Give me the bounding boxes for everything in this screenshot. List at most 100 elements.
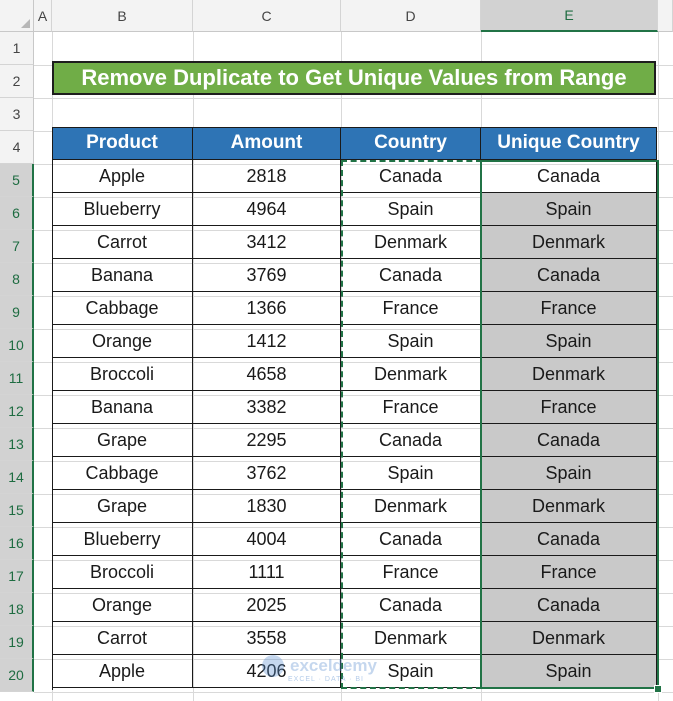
table-cell-product[interactable]: Grape — [52, 490, 193, 523]
row-header-16[interactable]: 16 — [0, 527, 34, 560]
column-header-c[interactable]: C — [193, 0, 341, 32]
table-cell-product[interactable]: Orange — [52, 589, 193, 622]
table-cell-amount[interactable]: 4964 — [193, 193, 341, 226]
row-header-11[interactable]: 11 — [0, 362, 34, 395]
table-cell-amount[interactable]: 2025 — [193, 589, 341, 622]
row-header-1[interactable]: 1 — [0, 32, 34, 65]
table-cell-amount[interactable]: 3412 — [193, 226, 341, 259]
table-cell-product[interactable]: Blueberry — [52, 523, 193, 556]
fill-handle[interactable] — [654, 685, 662, 693]
table-cell-country[interactable]: France — [341, 556, 481, 589]
column-header-f[interactable] — [658, 0, 673, 32]
row-header-20[interactable]: 20 — [0, 659, 34, 692]
table-cell-unique[interactable]: Spain — [481, 655, 657, 688]
table-cell-amount[interactable]: 2295 — [193, 424, 341, 457]
table-header-unique[interactable]: Unique Country — [481, 127, 657, 160]
table-cell-unique[interactable]: Canada — [481, 259, 657, 292]
table-cell-country[interactable]: France — [341, 292, 481, 325]
row-header-19[interactable]: 19 — [0, 626, 34, 659]
table-cell-amount[interactable]: 3558 — [193, 622, 341, 655]
table-cell-unique[interactable]: France — [481, 292, 657, 325]
table-cell-unique[interactable]: Denmark — [481, 226, 657, 259]
table-cell-country[interactable]: Denmark — [341, 490, 481, 523]
table-cell-product[interactable]: Banana — [52, 259, 193, 292]
table-cell-country[interactable]: Canada — [341, 424, 481, 457]
table-cell-unique[interactable]: Spain — [481, 325, 657, 358]
column-header-d[interactable]: D — [341, 0, 481, 32]
table-cell-unique[interactable]: Denmark — [481, 358, 657, 391]
watermark: exceldemy — [262, 655, 377, 677]
row-header-18[interactable]: 18 — [0, 593, 34, 626]
table-cell-country[interactable]: Spain — [341, 193, 481, 226]
table-header-amount[interactable]: Amount — [193, 127, 341, 160]
row-header-15[interactable]: 15 — [0, 494, 34, 527]
row-header-5[interactable]: 5 — [0, 164, 34, 197]
table-cell-unique[interactable]: France — [481, 556, 657, 589]
row-header-10[interactable]: 10 — [0, 329, 34, 362]
table-cell-product[interactable]: Blueberry — [52, 193, 193, 226]
row-header-9[interactable]: 9 — [0, 296, 34, 329]
row-header-17[interactable]: 17 — [0, 560, 34, 593]
column-header-e[interactable]: E — [481, 0, 658, 32]
row-header-3[interactable]: 3 — [0, 98, 34, 131]
select-all-button[interactable] — [0, 0, 34, 32]
grid-line-horizontal — [34, 527, 673, 528]
table-cell-amount[interactable]: 3769 — [193, 259, 341, 292]
sheet-title[interactable]: Remove Duplicate to Get Unique Values fr… — [52, 61, 656, 95]
table-cell-product[interactable]: Banana — [52, 391, 193, 424]
table-cell-product[interactable]: Cabbage — [52, 292, 193, 325]
column-header-a[interactable]: A — [34, 0, 52, 32]
table-cell-country[interactable]: Canada — [341, 259, 481, 292]
table-cell-country[interactable]: Canada — [341, 589, 481, 622]
table-cell-amount[interactable]: 1830 — [193, 490, 341, 523]
table-cell-product[interactable]: Apple — [52, 160, 193, 193]
table-cell-unique[interactable]: Denmark — [481, 490, 657, 523]
table-cell-amount[interactable]: 1366 — [193, 292, 341, 325]
table-cell-country[interactable]: Denmark — [341, 358, 481, 391]
table-cell-country[interactable]: Denmark — [341, 226, 481, 259]
table-cell-unique[interactable]: Canada — [481, 589, 657, 622]
table-cell-amount[interactable]: 4206 — [193, 655, 341, 688]
table-cell-product[interactable]: Apple — [52, 655, 193, 688]
table-cell-amount[interactable]: 3382 — [193, 391, 341, 424]
table-cell-unique[interactable]: Spain — [481, 193, 657, 226]
grid-line-horizontal — [34, 626, 673, 627]
table-cell-country[interactable]: France — [341, 391, 481, 424]
table-cell-unique[interactable]: Canada — [481, 160, 657, 193]
row-header-14[interactable]: 14 — [0, 461, 34, 494]
table-cell-unique[interactable]: Canada — [481, 424, 657, 457]
row-header-8[interactable]: 8 — [0, 263, 34, 296]
row-header-2[interactable]: 2 — [0, 65, 34, 98]
table-cell-product[interactable]: Cabbage — [52, 457, 193, 490]
table-cell-country[interactable]: Spain — [341, 457, 481, 490]
row-header-4[interactable]: 4 — [0, 131, 34, 164]
table-cell-unique[interactable]: Spain — [481, 457, 657, 490]
table-cell-country[interactable]: Canada — [341, 160, 481, 193]
table-cell-country[interactable]: Spain — [341, 325, 481, 358]
table-cell-unique[interactable]: Denmark — [481, 622, 657, 655]
row-header-12[interactable]: 12 — [0, 395, 34, 428]
table-cell-product[interactable]: Broccoli — [52, 556, 193, 589]
table-cell-amount[interactable]: 2818 — [193, 160, 341, 193]
row-header-6[interactable]: 6 — [0, 197, 34, 230]
table-cell-amount[interactable]: 3762 — [193, 457, 341, 490]
table-cell-product[interactable]: Orange — [52, 325, 193, 358]
table-cell-product[interactable]: Grape — [52, 424, 193, 457]
table-header-country[interactable]: Country — [341, 127, 481, 160]
table-cell-amount[interactable]: 1111 — [193, 556, 341, 589]
table-cell-unique[interactable]: Canada — [481, 523, 657, 556]
table-header-product[interactable]: Product — [52, 127, 193, 160]
table-cell-unique[interactable]: France — [481, 391, 657, 424]
table-cell-product[interactable]: Broccoli — [52, 358, 193, 391]
table-cell-country[interactable]: Denmark — [341, 622, 481, 655]
table-cell-amount[interactable]: 4658 — [193, 358, 341, 391]
table-cell-product[interactable]: Carrot — [52, 622, 193, 655]
table-cell-amount[interactable]: 4004 — [193, 523, 341, 556]
row-header-13[interactable]: 13 — [0, 428, 34, 461]
column-header-b[interactable]: B — [52, 0, 193, 32]
table-cell-country[interactable]: Canada — [341, 523, 481, 556]
table-cell-amount[interactable]: 1412 — [193, 325, 341, 358]
row-header-7[interactable]: 7 — [0, 230, 34, 263]
table-cell-product[interactable]: Carrot — [52, 226, 193, 259]
grid-line-vertical — [193, 32, 194, 701]
